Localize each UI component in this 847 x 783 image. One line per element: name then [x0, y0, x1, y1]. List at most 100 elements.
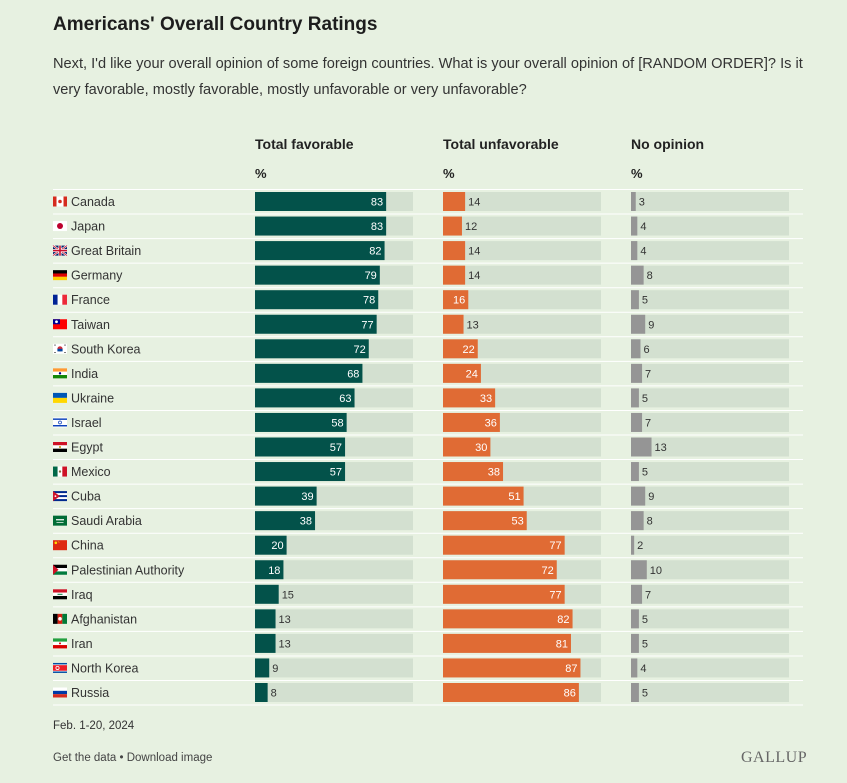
value-label-no-opinion-germany: 8 [647, 270, 653, 282]
value-label-no-opinion-palestinian-authority: 10 [650, 565, 662, 577]
country-label-ukraine: Ukraine [71, 391, 114, 405]
bar-unfavorable-india [443, 363, 481, 383]
value-label-no-opinion-france: 5 [642, 295, 648, 307]
country-label-cuba: Cuba [71, 490, 101, 504]
value-label-favorable-egypt: 57 [330, 442, 342, 454]
cuba-flag-icon [53, 491, 67, 502]
value-label-no-opinion-mexico: 5 [642, 467, 648, 479]
bar-unfavorable-cuba [443, 486, 524, 506]
bar-track-favorable [255, 584, 413, 604]
get-data-link[interactable]: Get the data [53, 752, 117, 764]
bar-unfavorable-saudi-arabia [443, 511, 527, 531]
bar-no-opinion-ukraine [631, 388, 639, 408]
value-label-no-opinion-south-korea: 6 [643, 344, 649, 356]
value-label-no-opinion-north-korea: 4 [640, 663, 646, 675]
value-label-favorable-iraq: 15 [282, 589, 294, 601]
bar-no-opinion-great-britain [631, 241, 638, 261]
bar-no-opinion-saudi-arabia [631, 511, 644, 531]
bar-track-favorable [255, 633, 413, 653]
bar-unfavorable-israel [443, 412, 500, 432]
bar-no-opinion-egypt [631, 437, 652, 457]
value-label-unfavorable-taiwan: 13 [467, 319, 479, 331]
bar-track-no-opinion [631, 339, 789, 359]
country-label-germany: Germany [71, 269, 123, 283]
bar-favorable-china [255, 535, 287, 555]
column-unit-unfavorable: % [443, 166, 455, 181]
country-label-india: India [71, 367, 98, 381]
country-label-china: China [71, 539, 104, 553]
bar-track-no-opinion [631, 511, 789, 531]
bar-favorable-iran [255, 633, 276, 653]
bar-no-opinion-south-korea [631, 339, 641, 359]
bar-track-no-opinion [631, 216, 789, 236]
value-label-unfavorable-palestinian-authority: 72 [542, 565, 554, 577]
bar-no-opinion-israel [631, 412, 643, 432]
country-label-saudi-arabia: Saudi Arabia [71, 514, 142, 528]
value-label-no-opinion-taiwan: 9 [648, 319, 654, 331]
value-label-no-opinion-iraq: 7 [645, 589, 651, 601]
bar-favorable-palestinian-authority [255, 560, 284, 580]
bar-track-favorable [255, 658, 413, 678]
bar-track-no-opinion [631, 560, 789, 580]
bar-track-unfavorable [443, 290, 601, 310]
bar-unfavorable-japan [443, 216, 462, 236]
survey-date: Feb. 1-20, 2024 [53, 720, 135, 732]
bar-unfavorable-afghanistan [443, 609, 573, 629]
value-label-favorable-russia: 8 [271, 688, 277, 700]
value-label-unfavorable-iran: 81 [556, 638, 568, 650]
value-label-unfavorable-mexico: 38 [488, 467, 500, 479]
germany-flag-icon [53, 270, 67, 281]
bar-favorable-egypt [255, 437, 346, 457]
value-label-favorable-south-korea: 72 [354, 344, 366, 356]
bar-unfavorable-palestinian-authority [443, 560, 557, 580]
bar-no-opinion-mexico [631, 462, 639, 482]
bar-track-no-opinion [631, 241, 789, 261]
value-label-unfavorable-japan: 12 [465, 221, 477, 233]
bar-favorable-france [255, 290, 379, 310]
bar-no-opinion-palestinian-authority [631, 560, 647, 580]
bar-favorable-india [255, 363, 363, 383]
value-label-favorable-ukraine: 63 [339, 393, 351, 405]
bar-track-no-opinion [631, 683, 789, 702]
bar-favorable-canada [255, 192, 387, 211]
bar-track-unfavorable [443, 339, 601, 359]
bar-no-opinion-taiwan [631, 314, 646, 334]
iraq-flag-icon [53, 589, 67, 600]
bar-no-opinion-iran [631, 633, 639, 653]
country-label-iraq: Iraq [71, 588, 93, 602]
bar-favorable-great-britain [255, 241, 385, 261]
download-image-link[interactable]: Download image [126, 752, 213, 764]
value-label-unfavorable-iraq: 77 [549, 589, 561, 601]
bar-track-no-opinion [631, 584, 789, 604]
value-label-unfavorable-saudi-arabia: 53 [511, 516, 523, 528]
column-unit-no-opinion: % [631, 166, 643, 181]
bar-favorable-germany [255, 265, 380, 285]
value-label-favorable-canada: 83 [371, 197, 383, 209]
bar-track-no-opinion [631, 535, 789, 555]
value-label-unfavorable-ukraine: 33 [480, 393, 492, 405]
value-label-unfavorable-cuba: 51 [508, 491, 520, 503]
link-separator: • [116, 752, 127, 764]
bar-favorable-south-korea [255, 339, 369, 359]
value-label-no-opinion-russia: 5 [642, 688, 648, 700]
value-label-favorable-mexico: 57 [330, 467, 342, 479]
bar-favorable-russia [255, 683, 268, 702]
value-label-favorable-saudi-arabia: 38 [300, 516, 312, 528]
value-label-unfavorable-germany: 14 [468, 270, 480, 282]
bar-favorable-north-korea [255, 658, 270, 678]
bar-unfavorable-germany [443, 265, 466, 285]
bar-favorable-iraq [255, 584, 279, 604]
value-label-no-opinion-china: 2 [637, 540, 643, 552]
bar-track-unfavorable [443, 363, 601, 383]
value-label-unfavorable-france: 16 [453, 295, 465, 307]
bar-unfavorable-china [443, 535, 565, 555]
gallup-logo[interactable]: GALLUP [741, 749, 808, 766]
country-label-south-korea: South Korea [71, 342, 141, 356]
country-label-israel: Israel [71, 416, 102, 430]
value-label-unfavorable-south-korea: 22 [463, 344, 475, 356]
value-label-favorable-france: 78 [363, 295, 375, 307]
country-label-great-britain: Great Britain [71, 244, 141, 258]
value-label-favorable-iran: 13 [279, 638, 291, 650]
india-flag-icon [53, 368, 67, 379]
value-label-unfavorable-china: 77 [549, 540, 561, 552]
